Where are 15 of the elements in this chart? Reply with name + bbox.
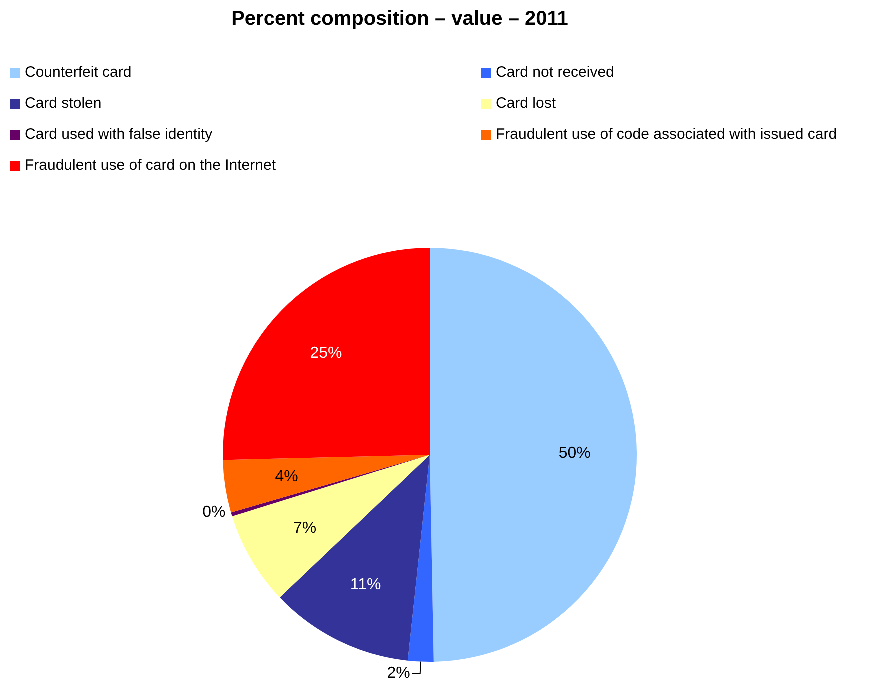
legend-label: Fraudulent use of code associated with issued card: [496, 126, 838, 143]
legend-label: Fraudulent use of card on the Internet: [25, 157, 276, 174]
legend-label: Card used with false identity: [25, 126, 213, 143]
data-label: 7%: [293, 520, 317, 537]
legend-label: Card stolen: [25, 95, 102, 112]
data-label: 50%: [558, 445, 591, 462]
data-label: 25%: [310, 345, 342, 362]
legend-label: Card lost: [496, 95, 556, 112]
chart-title: Percent composition – value – 2011: [230, 8, 570, 31]
data-label: 0%: [202, 504, 226, 522]
legend-label: Counterfeit card: [25, 64, 132, 81]
data-label: 2%: [387, 665, 410, 682]
data-label: 11%: [350, 576, 382, 594]
data-label: 4%: [275, 468, 298, 486]
legend-label: Card not received: [496, 64, 614, 81]
